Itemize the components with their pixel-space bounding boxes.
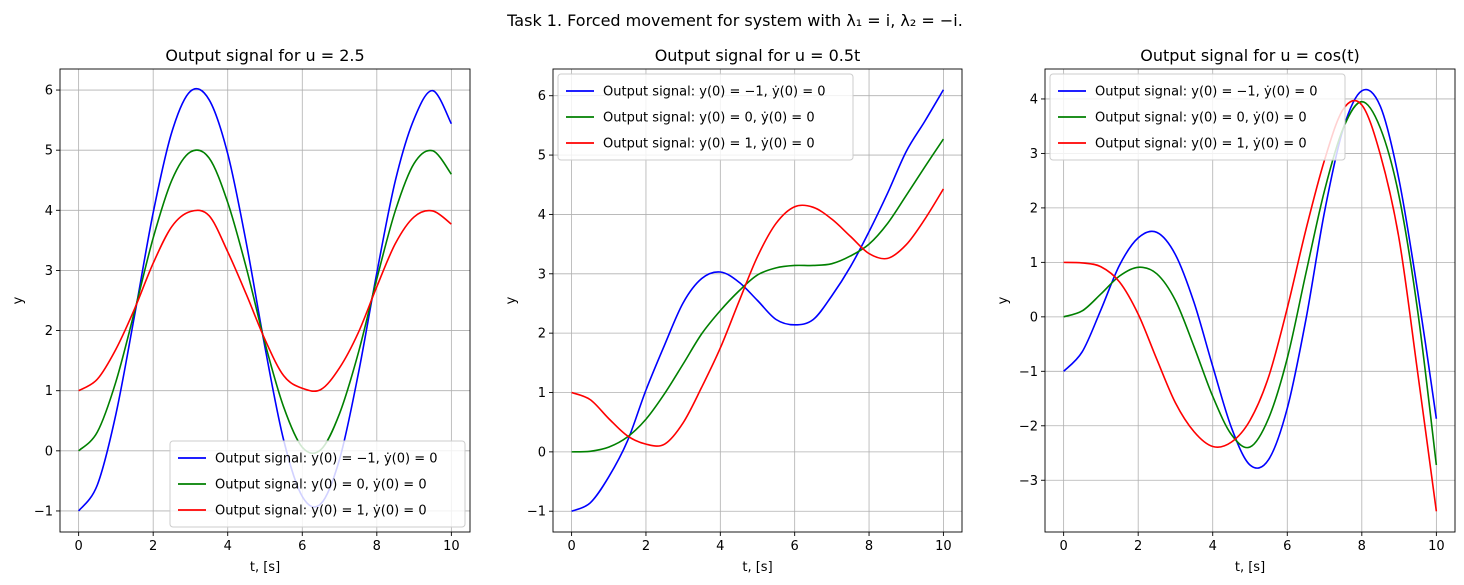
grid (60, 69, 470, 532)
series-line-2 (78, 149, 453, 455)
y-tick-label: −2 (1019, 419, 1038, 434)
x-tick-label: 4 (1209, 539, 1217, 554)
x-tick-label: 6 (791, 539, 799, 554)
y-tick-label: 2 (45, 324, 53, 339)
x-tick-label: 6 (298, 539, 306, 554)
y-tick-label: −1 (1019, 365, 1038, 380)
y-tick-label: 2 (1030, 201, 1038, 216)
x-tick-label: 8 (865, 539, 873, 554)
x-tick-label: 4 (224, 539, 232, 554)
x-tick-label: 0 (567, 539, 575, 554)
figure-suptitle: Task 1. Forced movement for system with … (506, 11, 963, 30)
subplot-title: Output signal for u = 2.5 (165, 46, 364, 65)
x-tick-label: 0 (74, 539, 82, 554)
x-tick-label: 8 (1358, 539, 1366, 554)
series-line-1 (571, 89, 945, 512)
series-group (571, 89, 945, 512)
y-tick-label: 4 (1030, 92, 1038, 107)
legend-label: Output signal: y(0) = 0, ẏ(0) = 0 (1095, 111, 1307, 126)
x-tick-label: 6 (1283, 539, 1291, 554)
y-tick-label: 6 (538, 89, 546, 104)
x-axis-label: t, [s] (1235, 560, 1265, 575)
y-axis-label: y (504, 296, 519, 304)
x-tick-label: 0 (1059, 539, 1067, 554)
legend-box (1049, 73, 1346, 161)
x-tick-label: 10 (935, 539, 952, 554)
series-group (1063, 88, 1438, 512)
x-tick-label: 2 (149, 539, 157, 554)
y-tick-label: 0 (538, 445, 546, 460)
y-tick-label: 0 (45, 444, 53, 459)
x-tick-label: 4 (716, 539, 724, 554)
y-tick-label: 2 (538, 327, 546, 342)
y-axis-label: y (11, 296, 26, 304)
subplot-3: 0 2 4 6 8 10 −3 −2 −1 0 1 2 3 4 Output signal for u = … (996, 46, 1456, 575)
legend-label: Output signal: y(0) = 1, ẏ(0) = 0 (1095, 137, 1307, 152)
legend: Output signal: y(0) = −1, ẏ(0) = 0 Output… (557, 73, 854, 161)
y-tick-label: −3 (1019, 474, 1038, 489)
y-tick-label: 3 (45, 264, 53, 279)
axes-frame (552, 68, 963, 533)
y-tick-label: 4 (538, 208, 546, 223)
legend: Output signal: y(0) = −1, ẏ(0) = 0 Output… (1049, 73, 1346, 161)
x-axis-label: t, [s] (250, 560, 280, 575)
legend-label: Output signal: y(0) = 1, ẏ(0) = 0 (215, 504, 427, 519)
legend-label: Output signal: y(0) = 1, ẏ(0) = 0 (603, 137, 815, 152)
y-tick-label: 0 (1030, 310, 1038, 325)
y-axis-label: y (996, 296, 1011, 304)
series-line-1 (1063, 88, 1438, 469)
series-group (77, 87, 453, 512)
subplot-1: 0 2 4 6 8 10 −1 0 1 2 3 4 5 6 Output signal for u = 2.… (11, 46, 471, 575)
y-tick-label: 4 (45, 204, 53, 219)
axes-frame (59, 68, 471, 533)
legend: Output signal: y(0) = −1, ẏ(0) = 0 Output… (169, 440, 466, 528)
x-tick-label: 2 (642, 539, 650, 554)
legend-box (169, 440, 466, 528)
y-tick-label: −1 (34, 504, 53, 519)
series-line-3 (571, 188, 945, 447)
subplot-title: Output signal for u = cos(t) (1140, 46, 1360, 65)
y-tick-label: 5 (45, 144, 53, 159)
x-tick-label: 10 (443, 539, 460, 554)
legend-label: Output signal: y(0) = −1, ẏ(0) = 0 (603, 85, 826, 100)
y-tick-label: −1 (527, 505, 546, 520)
legend-box (557, 73, 854, 161)
legend-label: Output signal: y(0) = 0, ẏ(0) = 0 (603, 111, 815, 126)
legend-label: Output signal: y(0) = 0, ẏ(0) = 0 (215, 478, 427, 493)
y-tick-label: 6 (45, 84, 53, 99)
x-tick-label: 10 (1428, 539, 1445, 554)
y-tick-label: 1 (538, 386, 546, 401)
y-tick-label: 3 (538, 267, 546, 282)
subplot-title: Output signal for u = 0.5t (655, 46, 861, 65)
y-tick-label: 1 (45, 384, 53, 399)
series-line-2 (571, 138, 945, 453)
x-tick-label: 8 (373, 539, 381, 554)
series-line-3 (1063, 99, 1438, 512)
series-line-3 (78, 209, 452, 393)
legend-label: Output signal: y(0) = −1, ẏ(0) = 0 (215, 452, 438, 467)
y-tick-label: 1 (1030, 256, 1038, 271)
x-axis-label: t, [s] (742, 560, 772, 575)
y-tick-label: 5 (538, 149, 546, 164)
series-line-2 (1063, 100, 1438, 466)
subplot-2: 0 2 4 6 8 10 −1 0 1 2 3 4 5 6 Output signal for u = 0.… (504, 46, 963, 575)
axes-frame (1044, 68, 1456, 533)
y-tick-label: 3 (1030, 147, 1038, 162)
x-tick-label: 2 (1134, 539, 1142, 554)
legend-label: Output signal: y(0) = −1, ẏ(0) = 0 (1095, 85, 1318, 100)
